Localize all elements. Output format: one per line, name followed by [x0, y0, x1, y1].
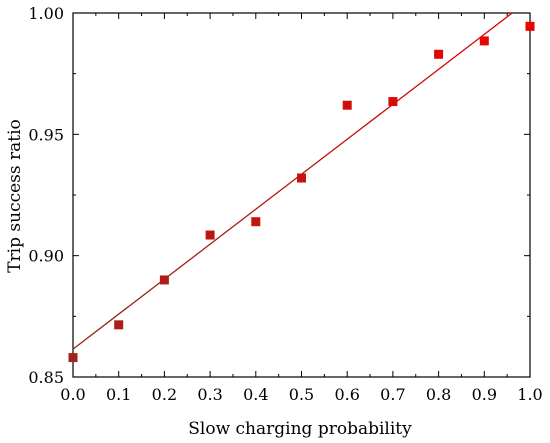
x-tick-label: 0.2	[152, 385, 177, 404]
data-point	[479, 36, 489, 46]
x-axis-label: Slow charging probability	[188, 419, 412, 439]
data-point	[297, 173, 306, 183]
fit-line	[72, 12, 513, 350]
axes: 0.0 0.1 0.2 0.3 0.4 0.5 0.6 0.7 0.8 0.9 1.0 0.85 0.9…	[28, 4, 542, 404]
data-point	[342, 100, 352, 110]
x-tick-label: 0.4	[243, 385, 268, 404]
y-tick-label: 1.00	[28, 4, 64, 23]
x-tick-label: 0.0	[60, 385, 85, 404]
data-point	[205, 230, 215, 240]
data-point	[114, 320, 124, 330]
data-point	[68, 353, 78, 363]
y-tick-label: 0.95	[28, 125, 64, 144]
y-tick-label: 0.85	[28, 368, 64, 387]
data-point	[434, 49, 444, 59]
x-tick-label: 0.1	[106, 385, 131, 404]
x-tick-label: 0.6	[334, 385, 359, 404]
data-point	[159, 275, 169, 285]
x-tick-label: 0.8	[426, 385, 451, 404]
plot-frame	[72, 12, 531, 378]
data-point	[251, 217, 261, 227]
x-tick-label: 0.9	[472, 385, 497, 404]
x-tick-label: 0.5	[289, 385, 314, 404]
x-tick-label: 1.0	[517, 385, 542, 404]
data-marks	[68, 12, 535, 363]
y-axis-label: Trip success ratio	[5, 119, 25, 273]
x-tick-label: 0.7	[380, 385, 405, 404]
data-point	[525, 21, 535, 31]
x-tick-label: 0.3	[197, 385, 222, 404]
y-tick-label: 0.90	[28, 247, 64, 266]
data-point	[388, 97, 398, 107]
